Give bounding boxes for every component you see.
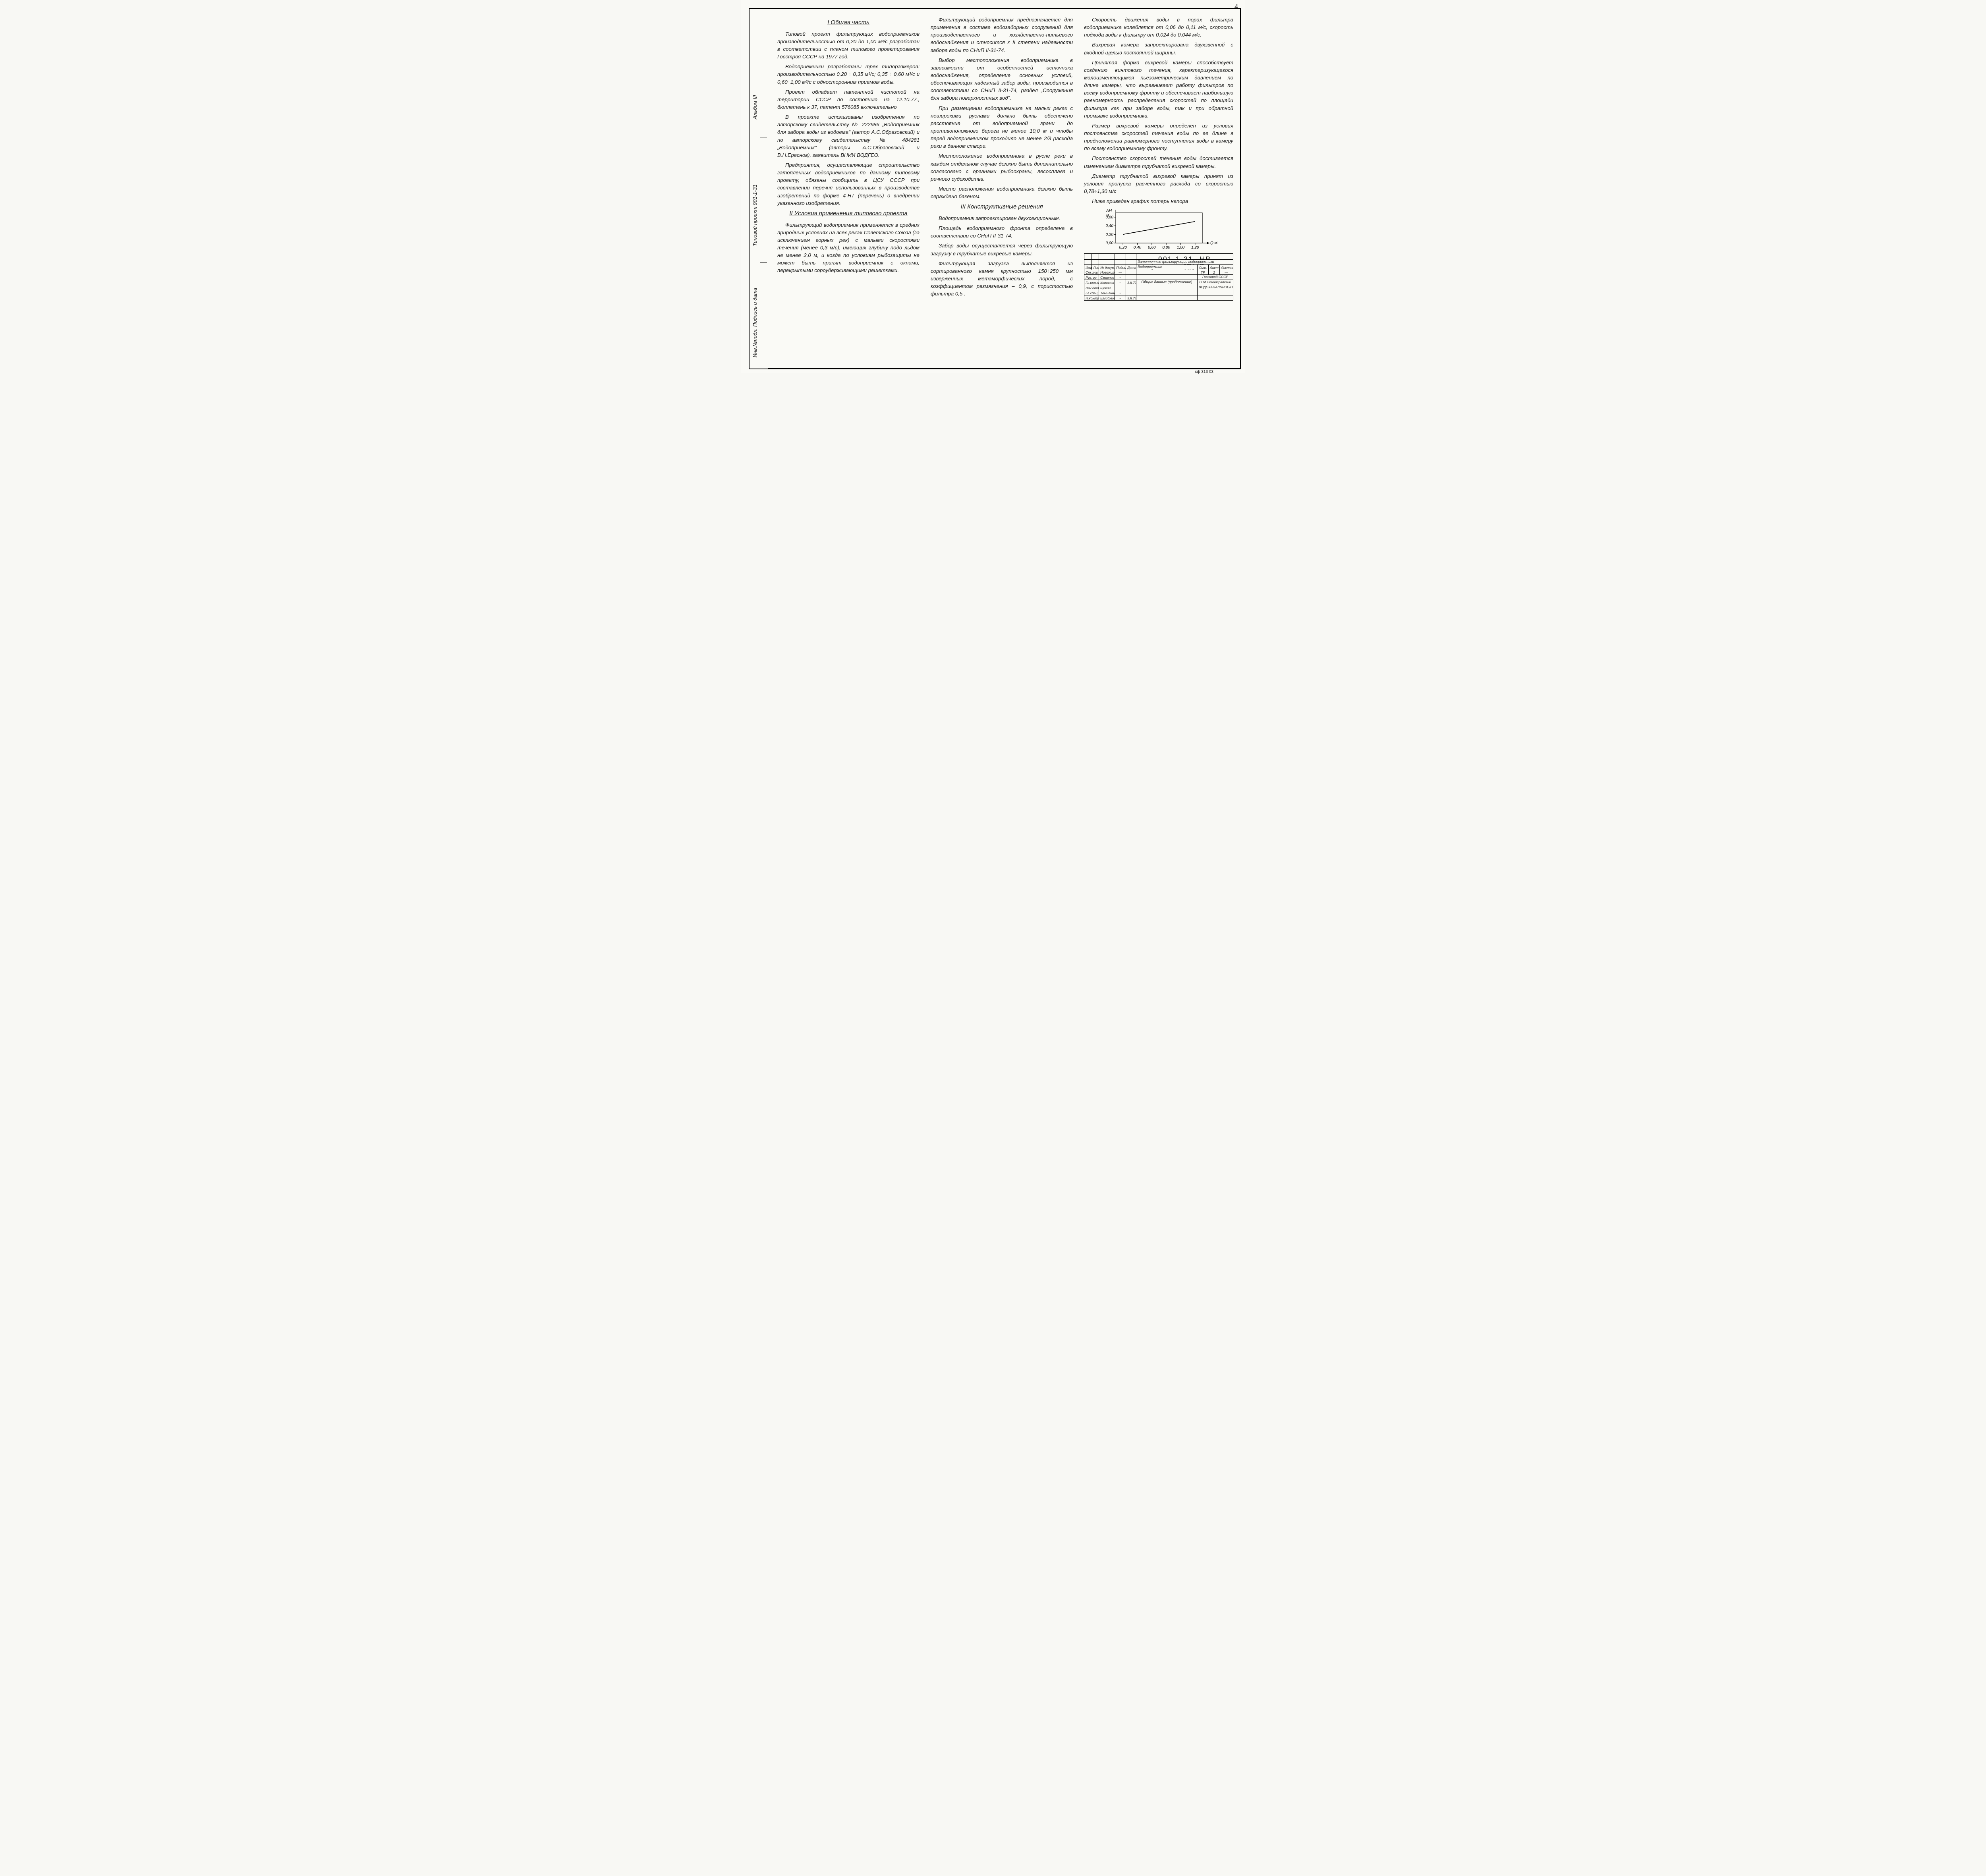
project-title: Затопленные фильтрующие водоприемники пр… xyxy=(1136,260,1233,264)
column-3: Скорость движения воды в порах фильтра в… xyxy=(1084,16,1233,364)
svg-text:1,00: 1,00 xyxy=(1177,245,1185,250)
tb-head: Изм xyxy=(1084,265,1092,270)
listov-label: Листов xyxy=(1219,265,1233,270)
para: Диаметр трубчатой вихревой камеры принят… xyxy=(1084,172,1233,195)
svg-text:0,40: 0,40 xyxy=(1134,245,1142,250)
tb-head: Лист xyxy=(1092,265,1099,270)
signature-row: Нач.отдЩокин ВОДОКАНАЛПРОЕКТ xyxy=(1084,285,1233,290)
heading-2: II Условия применения типового проекта xyxy=(777,209,920,218)
para: Место расположения водоприемника должно … xyxy=(931,185,1073,200)
svg-text:0,00: 0,00 xyxy=(1106,241,1114,245)
drawing-sheet: 4 Типовой проект 901-1-31 Альбом III Инв… xyxy=(741,0,1245,373)
svg-text:м: м xyxy=(1106,213,1109,218)
lit-label: Лит. xyxy=(1197,265,1208,270)
para: Скорость движения воды в порах фильтра в… xyxy=(1084,16,1233,39)
title-block: 901-1-31 -НВ Затопленные фильтрующие вод… xyxy=(1084,253,1233,301)
para: Местоположение водоприемника в русле рек… xyxy=(931,152,1073,183)
para: Размер вихревой камеры определен из усло… xyxy=(1084,122,1233,152)
signature-row: Гл.спецТомилина~ xyxy=(1084,290,1233,295)
para: Забор воды осуществляется через фильтрую… xyxy=(931,242,1073,257)
side-label-album: Альбом III xyxy=(752,95,758,119)
svg-text:0,80: 0,80 xyxy=(1162,245,1170,250)
para: Водоприемники разработаны трех типоразме… xyxy=(777,63,920,85)
para: Выбор местоположения водоприемника в зав… xyxy=(931,56,1073,102)
para: При размещении водоприемника на малых ре… xyxy=(931,104,1073,150)
para: Фильтрующий водоприемник применяется в с… xyxy=(777,221,920,274)
para: Проект обладает патентной чистотой на те… xyxy=(777,88,920,111)
para: Вихревая камера запроектирована двухзвен… xyxy=(1084,41,1233,56)
para: Типовой проект фильтрующих водоприемнико… xyxy=(777,30,920,61)
svg-text:Q м³/с: Q м³/с xyxy=(1210,241,1218,245)
svg-text:1,20: 1,20 xyxy=(1191,245,1199,250)
tb-head: Подпись xyxy=(1115,265,1126,270)
para: Фильтрующая загрузка выполняется из сорт… xyxy=(931,260,1073,298)
para: Ниже приведен график потерь напора xyxy=(1084,197,1233,205)
list-label: Лист xyxy=(1208,265,1219,270)
tb-head: № докум. xyxy=(1099,265,1115,270)
heading-1: I Общая часть xyxy=(777,18,920,27)
head-loss-chart: 0,600,400,200,00ΔHм0,200,400,600,801,001… xyxy=(1084,207,1233,251)
column-2: Фильтрующий водоприемник предназначается… xyxy=(931,16,1073,364)
para: Предприятия, осуществляющие строительств… xyxy=(777,161,920,207)
heading-3: III Конструктивные решения xyxy=(931,203,1073,211)
para: Постоянство скоростей течения воды дости… xyxy=(1084,154,1233,170)
signature-row: Н.контрШмидхилина~3.II.77 xyxy=(1084,295,1233,300)
side-label-project: Типовой проект 901-1-31 xyxy=(752,185,758,246)
signature-row: Рук. грСмирнов~ Госстрой СССР xyxy=(1084,274,1233,280)
para: В проекте использованы изобретения по ав… xyxy=(777,113,920,159)
drawing-code: 901-1-31 xyxy=(1158,255,1193,259)
drawing-suffix: -НВ xyxy=(1196,255,1211,259)
svg-text:ΔH: ΔH xyxy=(1106,209,1112,213)
para: Принятая форма вихревой камеры способств… xyxy=(1084,59,1233,120)
para: Фильтрующий водоприемник предназначается… xyxy=(931,16,1073,54)
tb-head: Дата xyxy=(1126,265,1136,270)
mid-title-1: Водоприемник производительностью от 0,60… xyxy=(1136,265,1197,270)
para: Площадь водоприемного фронта определена … xyxy=(931,224,1073,239)
form-code: сф 313 03 xyxy=(1195,370,1213,374)
column-1: I Общая часть Типовой проект фильтрующих… xyxy=(777,16,920,364)
signature-row: Гл.инж.прКотиков~3.II.77Общие данные (пр… xyxy=(1084,280,1233,285)
para: Водоприемник запроектирован двухсекционн… xyxy=(931,214,1073,222)
side-label-inv: Инв.№подл. Подпись и дата xyxy=(752,288,758,357)
svg-text:0,40: 0,40 xyxy=(1106,224,1114,228)
text-columns: I Общая часть Типовой проект фильтрующих… xyxy=(777,16,1233,364)
signature-row: Ст.инжНовожилова— ТР 2 — xyxy=(1084,270,1233,274)
svg-text:0,20: 0,20 xyxy=(1106,233,1114,237)
chart-svg: 0,600,400,200,00ΔHм0,200,400,600,801,001… xyxy=(1099,207,1218,251)
svg-text:0,20: 0,20 xyxy=(1119,245,1127,250)
svg-text:0,60: 0,60 xyxy=(1148,245,1156,250)
